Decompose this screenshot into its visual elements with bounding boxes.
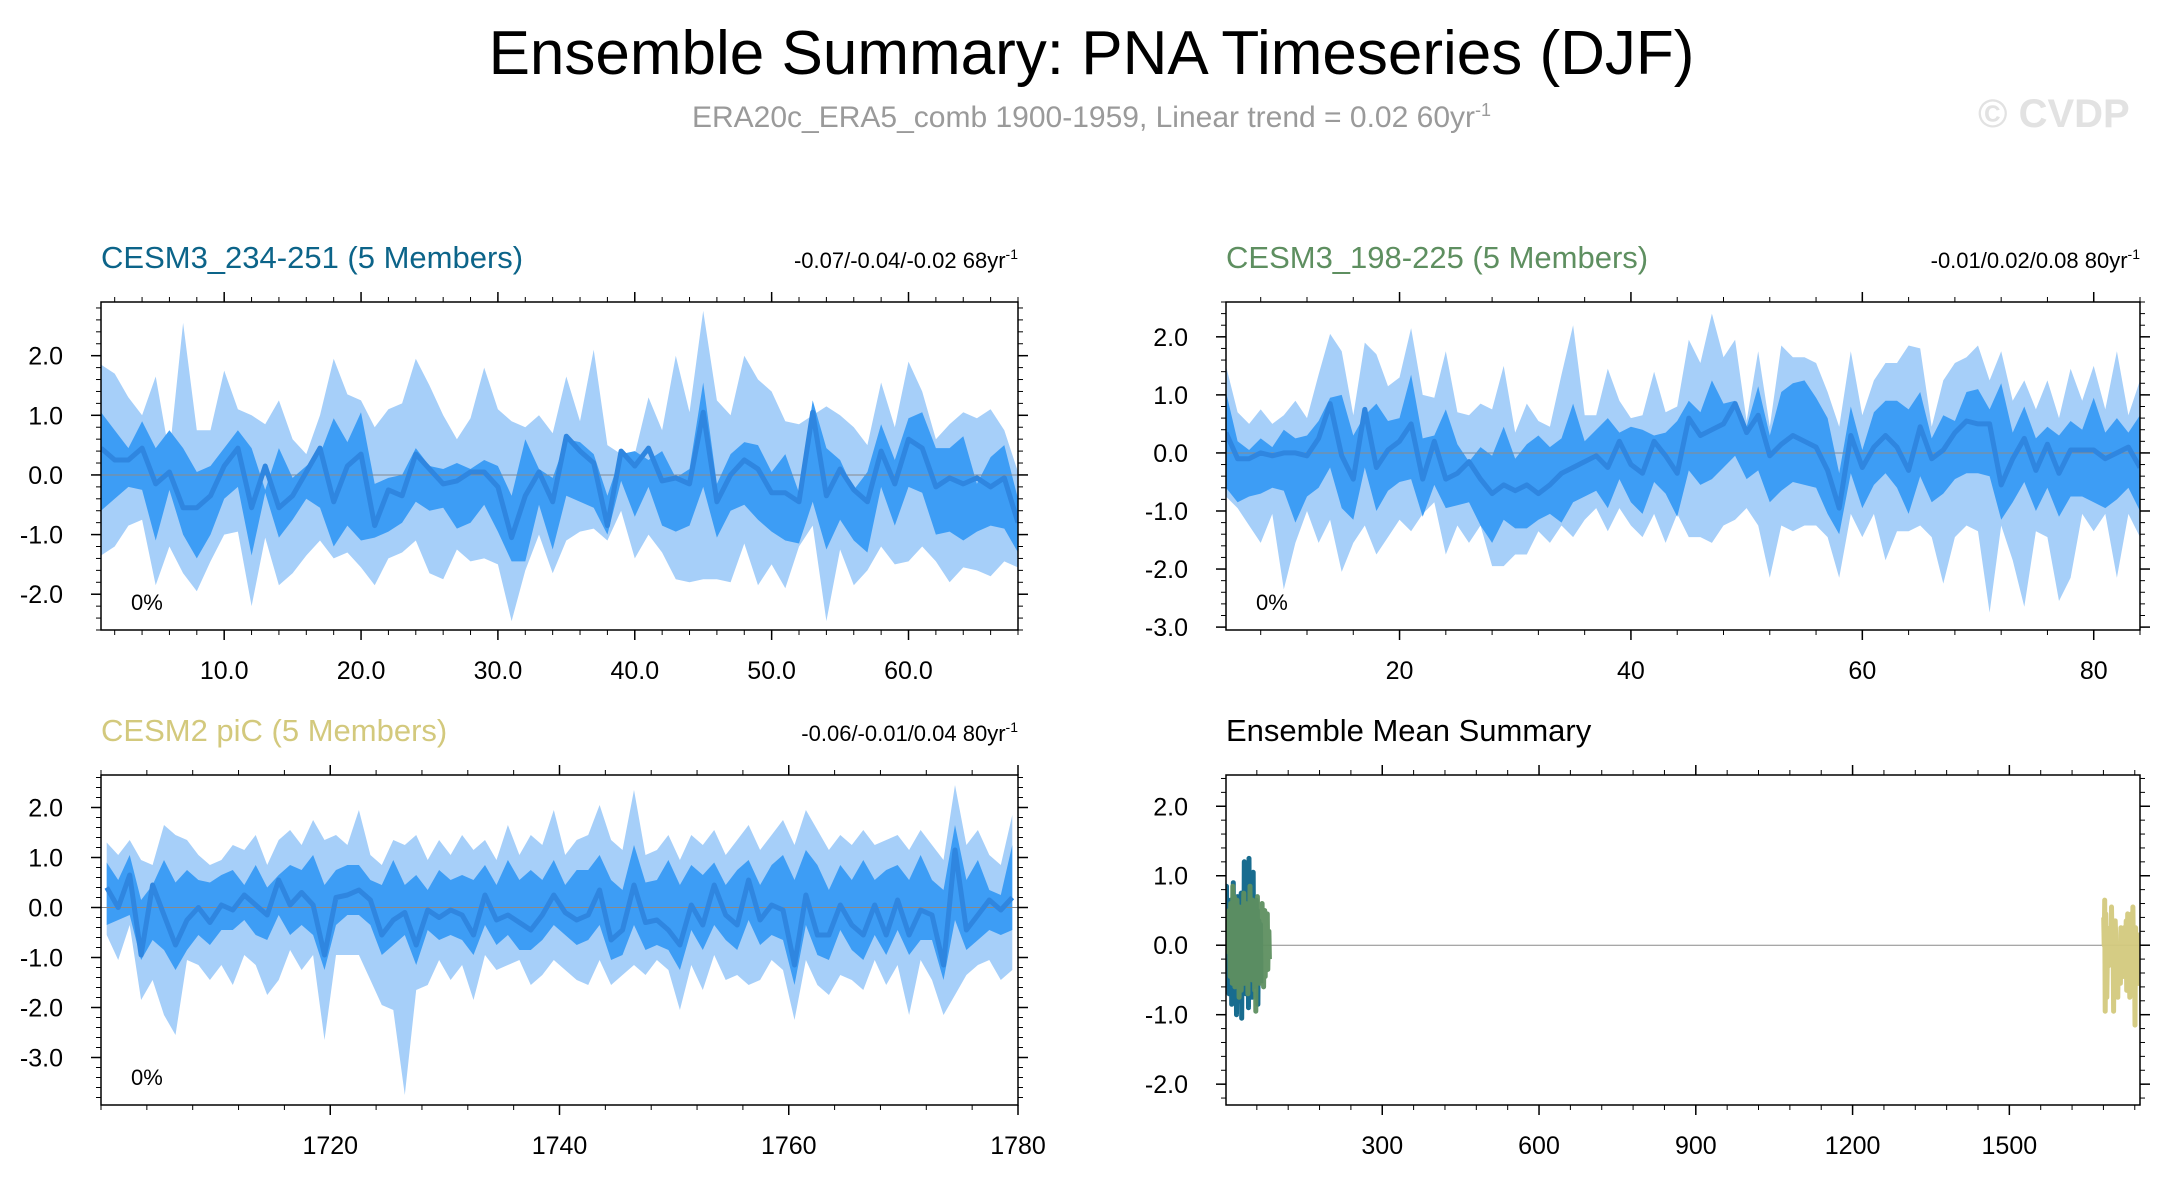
y-tick-label: 2.0 — [1153, 793, 1188, 821]
y-tick-label: -2.0 — [20, 581, 63, 609]
panel-trend-text: -0.07/-0.04/-0.02 68yr — [794, 248, 1006, 273]
plot-area — [101, 310, 1018, 622]
series-line-cesm2-pic — [2101, 864, 2140, 1028]
y-tick-label: -3.0 — [20, 1045, 63, 1073]
y-tick-label: -2.0 — [20, 995, 63, 1023]
figure-title: Ensemble Summary: PNA Timeseries (DJF) — [488, 19, 1695, 88]
plot-frame — [1225, 301, 2141, 631]
x-tick-label: 1780 — [990, 1132, 1046, 1160]
x-tick-label: 1760 — [761, 1132, 817, 1160]
y-tick-label: -1.0 — [20, 945, 63, 973]
panel-title: CESM2 piC (5 Members) — [101, 713, 447, 748]
inner-spread-band — [1226, 374, 2140, 543]
panel-p4: Ensemble Mean Summary 300 600 900 1200 1500 -2… — [1145, 713, 2150, 1160]
y-tick-label: 2.0 — [28, 343, 63, 371]
y-tick-label: 0.0 — [28, 462, 63, 490]
percent-label: 0% — [131, 1065, 163, 1090]
ensemble-mean-line — [1226, 401, 2140, 511]
series-line-cesm3-198-225 — [1226, 883, 1272, 1014]
y-tick-label: 1.0 — [1153, 382, 1188, 410]
plot-frame — [1225, 774, 2141, 1106]
x-tick-label: 40.0 — [610, 657, 659, 685]
x-tick-label: 40 — [1617, 657, 1645, 685]
plot-area — [1226, 313, 2140, 613]
x-tick-label: 30.0 — [474, 657, 523, 685]
panel-trend-text: -0.06/-0.01/0.04 80yr — [801, 721, 1005, 746]
x-tick-label: 50.0 — [747, 657, 796, 685]
x-tick-label: 60 — [1848, 657, 1876, 685]
y-tick-label: 2.0 — [1153, 324, 1188, 352]
y-tick-label: 2.0 — [28, 795, 63, 823]
panel-p3: CESM2 piC (5 Members) -0.06/-0.01/0.04 80… — [20, 713, 1046, 1160]
outer-spread-band — [106, 785, 1013, 1095]
ensemble-mean-line — [104, 847, 1015, 968]
plot-area — [1226, 855, 2140, 1028]
panel-trend-text: -0.01/0.02/0.08 80yr — [1931, 248, 2128, 273]
x-tick-label: 80 — [2080, 657, 2108, 685]
y-tick-label: -1.0 — [1145, 498, 1188, 526]
plot-area — [101, 785, 1018, 1095]
subtitle-text: ERA20c_ERA5_comb 1900-1959, Linear trend… — [691, 101, 1475, 134]
plot-frame — [100, 301, 1019, 631]
x-tick-label: 1740 — [532, 1132, 588, 1160]
y-tick-label: -3.0 — [1145, 614, 1188, 642]
subtitle-superscript: -1 — [1475, 100, 1492, 120]
panel-trend-superscript: -1 — [1006, 719, 1019, 735]
x-tick-label: 10.0 — [200, 657, 249, 685]
panel-title: CESM3_234-251 (5 Members) — [101, 240, 523, 275]
x-tick-label: 300 — [1361, 1132, 1403, 1160]
panel-p2: CESM3_198-225 (5 Members) -0.01/0.02/0.08… — [1145, 240, 2150, 685]
y-tick-label: 0.0 — [1153, 932, 1188, 960]
panel-trend-superscript: -1 — [1006, 246, 1019, 262]
y-tick-label: 0.0 — [1153, 440, 1188, 468]
panel-p1: CESM3_234-251 (5 Members) -0.07/-0.04/-0.… — [20, 240, 1028, 685]
x-tick-label: 600 — [1518, 1132, 1560, 1160]
panel-trend: -0.07/-0.04/-0.02 68yr-1 — [794, 246, 1018, 273]
panel-trend: -0.01/0.02/0.08 80yr-1 — [1931, 246, 2141, 273]
percent-label: 0% — [1256, 590, 1288, 615]
y-tick-label: -2.0 — [1145, 1071, 1188, 1099]
y-tick-label: 0.0 — [28, 895, 63, 923]
panel-title: Ensemble Mean Summary — [1226, 713, 1592, 748]
y-tick-label: -2.0 — [1145, 556, 1188, 584]
percent-label: 0% — [131, 590, 163, 615]
x-tick-label: 1500 — [1982, 1132, 2038, 1160]
y-tick-label: -1.0 — [20, 522, 63, 550]
x-tick-label: 1720 — [302, 1132, 358, 1160]
panel-trend-superscript: -1 — [2128, 246, 2141, 262]
x-tick-label: 1200 — [1825, 1132, 1881, 1160]
x-tick-label: 900 — [1675, 1132, 1717, 1160]
x-tick-label: 60.0 — [884, 657, 933, 685]
x-tick-label: 20.0 — [337, 657, 386, 685]
panel-title: CESM3_198-225 (5 Members) — [1226, 240, 1648, 275]
y-tick-label: -1.0 — [1145, 1002, 1188, 1030]
y-tick-label: 1.0 — [28, 845, 63, 873]
y-tick-label: 1.0 — [28, 402, 63, 430]
panel-trend: -0.06/-0.01/0.04 80yr-1 — [801, 719, 1018, 746]
figure-subtitle: ERA20c_ERA5_comb 1900-1959, Linear trend… — [0, 100, 2183, 135]
cvdp-watermark: © CVDP — [1978, 92, 2130, 136]
ensemble-mean-line — [101, 409, 1018, 541]
y-tick-label: 1.0 — [1153, 863, 1188, 891]
x-tick-label: 20 — [1386, 657, 1414, 685]
